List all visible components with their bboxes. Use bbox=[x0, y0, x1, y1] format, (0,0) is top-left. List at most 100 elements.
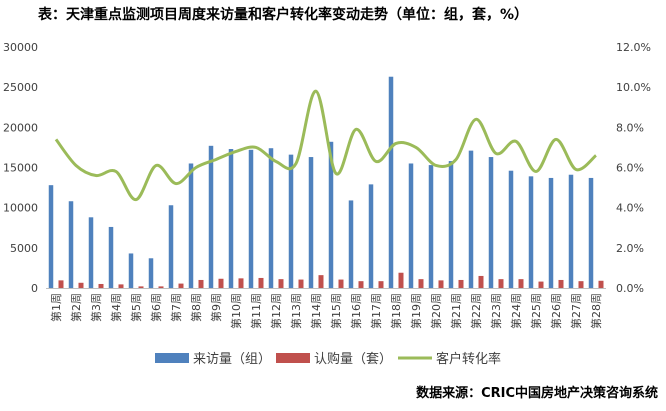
x-axis-tick-label: 第3周 bbox=[89, 293, 103, 322]
x-axis-tick-label: 第27周 bbox=[569, 293, 583, 329]
visits-bar bbox=[388, 76, 394, 289]
legend-label-conversion: 客户转化率 bbox=[436, 351, 501, 367]
x-axis-tick-label: 第2周 bbox=[69, 293, 83, 322]
x-axis-tick-label: 第21周 bbox=[449, 293, 463, 329]
purchases-bar bbox=[338, 279, 344, 288]
purchases-bar bbox=[478, 275, 484, 288]
purchases-bar bbox=[98, 283, 104, 288]
purchases-bar bbox=[518, 279, 524, 288]
purchases-bar bbox=[218, 278, 224, 288]
right-axis-tick-label: 2.0% bbox=[616, 242, 644, 255]
x-axis-tick-label: 第28周 bbox=[589, 293, 603, 329]
visits-bar bbox=[248, 149, 254, 288]
right-axis-tick-label: 0.0% bbox=[616, 282, 644, 295]
x-axis-tick-label: 第6周 bbox=[149, 293, 163, 322]
left-axis-tick-label: 15000 bbox=[3, 162, 38, 175]
visits-bar bbox=[228, 149, 234, 288]
visits-bar bbox=[188, 163, 194, 288]
purchases-bar bbox=[118, 284, 124, 288]
conversion-rate-line bbox=[54, 89, 597, 202]
purchases-bar bbox=[298, 279, 304, 288]
visits-bar bbox=[448, 161, 454, 288]
visits-bar bbox=[568, 174, 574, 288]
purchases-bar bbox=[238, 278, 244, 288]
left-axis-tick-label: 0 bbox=[31, 282, 38, 295]
purchases-bar bbox=[438, 280, 444, 288]
x-axis-tick-label: 第9周 bbox=[209, 293, 223, 322]
purchases-bar bbox=[138, 286, 144, 288]
x-axis-tick-label: 第1周 bbox=[49, 293, 63, 322]
purchases-bar bbox=[78, 282, 84, 288]
purchases-bar bbox=[498, 279, 504, 288]
legend-swatch-visits bbox=[155, 353, 189, 363]
right-axis-tick-label: 10.0% bbox=[616, 81, 651, 94]
x-axis-tick-label: 第4周 bbox=[109, 293, 123, 322]
x-axis-tick-label: 第23周 bbox=[489, 293, 503, 329]
right-axis-tick-label: 12.0% bbox=[616, 41, 651, 54]
purchases-bar bbox=[458, 279, 464, 288]
purchases-bar bbox=[198, 279, 204, 288]
visits-bar bbox=[128, 253, 134, 288]
x-axis-tick-label: 第12周 bbox=[269, 293, 283, 329]
x-axis-tick-label: 第26周 bbox=[549, 293, 563, 329]
right-axis-tick-label: 4.0% bbox=[616, 202, 644, 215]
x-axis-tick-label: 第5周 bbox=[129, 293, 143, 322]
purchases-bar bbox=[558, 279, 564, 288]
purchases-bar bbox=[358, 281, 364, 288]
visits-bar bbox=[308, 157, 314, 288]
x-axis-tick-label: 第19周 bbox=[409, 293, 423, 329]
visits-bar bbox=[168, 205, 174, 288]
visits-bar bbox=[288, 154, 294, 288]
x-axis-tick-label: 第14周 bbox=[309, 293, 323, 329]
visits-bar bbox=[108, 226, 114, 288]
left-axis-tick-label: 25000 bbox=[3, 81, 38, 94]
purchases-bar bbox=[278, 279, 284, 288]
purchases-bar bbox=[158, 286, 164, 288]
visits-bar bbox=[468, 150, 474, 288]
x-axis-tick-label: 第20周 bbox=[429, 293, 443, 329]
left-axis-tick-label: 10000 bbox=[3, 202, 38, 215]
visits-bar bbox=[208, 145, 214, 288]
legend-label-visits: 来访量（组） bbox=[193, 352, 271, 367]
right-axis-tick-label: 6.0% bbox=[616, 162, 644, 175]
purchases-bar bbox=[178, 283, 184, 288]
chart-title: 表：天津重点监测项目周度来访量和客户转化率变动走势（单位：组，套，%） bbox=[38, 7, 529, 23]
x-axis-tick-label: 第13周 bbox=[289, 293, 303, 329]
purchases-bar bbox=[598, 280, 604, 288]
x-axis-tick-label: 第25周 bbox=[529, 293, 543, 329]
left-axis-tick-label: 20000 bbox=[3, 121, 38, 134]
visits-bar bbox=[588, 177, 594, 288]
visits-bar bbox=[88, 217, 94, 288]
purchases-bar bbox=[578, 281, 584, 288]
purchases-bar bbox=[58, 280, 64, 288]
x-axis-tick-label: 第8周 bbox=[189, 293, 203, 322]
x-axis-tick-label: 第18周 bbox=[389, 293, 403, 329]
x-axis-tick-label: 第15周 bbox=[329, 293, 343, 329]
visits-bar bbox=[68, 201, 74, 288]
x-axis-tick-label: 第16周 bbox=[349, 293, 363, 329]
visits-bar bbox=[368, 184, 374, 288]
data-source: 数据来源：CRIC中国房地产决策咨询系统 bbox=[416, 386, 658, 401]
legend-label-purchases: 认购量（套） bbox=[314, 351, 392, 367]
x-axis-tick-label: 第7周 bbox=[169, 293, 183, 322]
visits-bar bbox=[508, 170, 514, 288]
left-axis-tick-label: 30000 bbox=[3, 41, 38, 54]
purchases-bar bbox=[318, 275, 324, 288]
right-axis-tick-label: 8.0% bbox=[616, 121, 644, 134]
purchases-bar bbox=[378, 281, 384, 288]
x-axis-tick-label: 第17周 bbox=[369, 293, 383, 329]
purchases-bar bbox=[398, 272, 404, 288]
visits-bar bbox=[48, 185, 54, 288]
x-axis-tick-label: 第11周 bbox=[249, 293, 263, 329]
legend-swatch-purchases bbox=[276, 353, 310, 363]
purchases-bar bbox=[418, 279, 424, 288]
visits-bar bbox=[148, 258, 154, 288]
visits-bar bbox=[428, 165, 434, 288]
x-axis-tick-label: 第24周 bbox=[509, 293, 523, 329]
visits-bar bbox=[488, 157, 494, 288]
visits-bar bbox=[268, 148, 274, 288]
visits-bar bbox=[348, 200, 354, 288]
purchases-bar bbox=[258, 277, 264, 288]
